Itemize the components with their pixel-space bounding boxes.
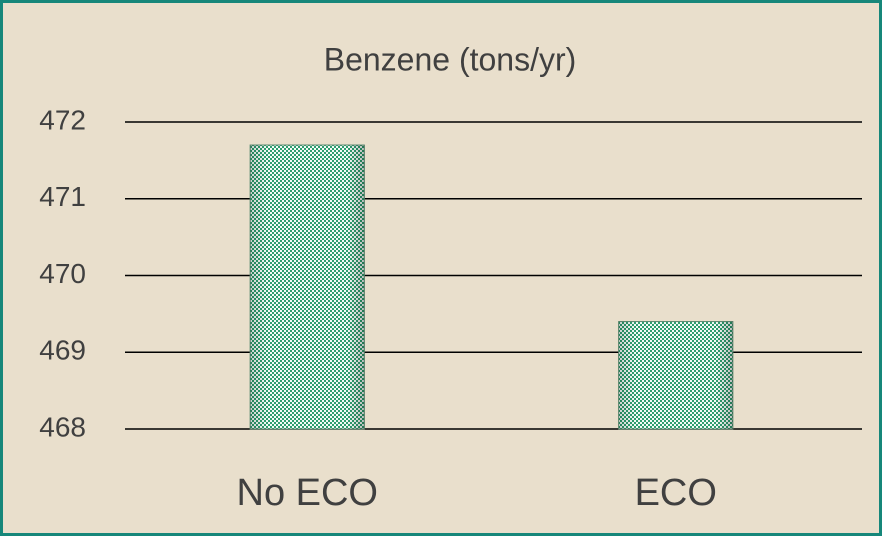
chart-title: Benzene (tons/yr) — [324, 41, 577, 77]
y-tick-label: 470 — [39, 258, 86, 289]
bar-shade — [250, 145, 365, 429]
x-tick-label: No ECO — [237, 472, 378, 514]
x-tick-label: ECO — [635, 472, 717, 514]
y-tick-label: 472 — [39, 104, 86, 135]
y-tick-label: 469 — [39, 335, 86, 366]
y-tick-label: 471 — [39, 181, 86, 212]
y-tick-label: 468 — [39, 411, 86, 442]
bar-shade — [618, 321, 733, 429]
